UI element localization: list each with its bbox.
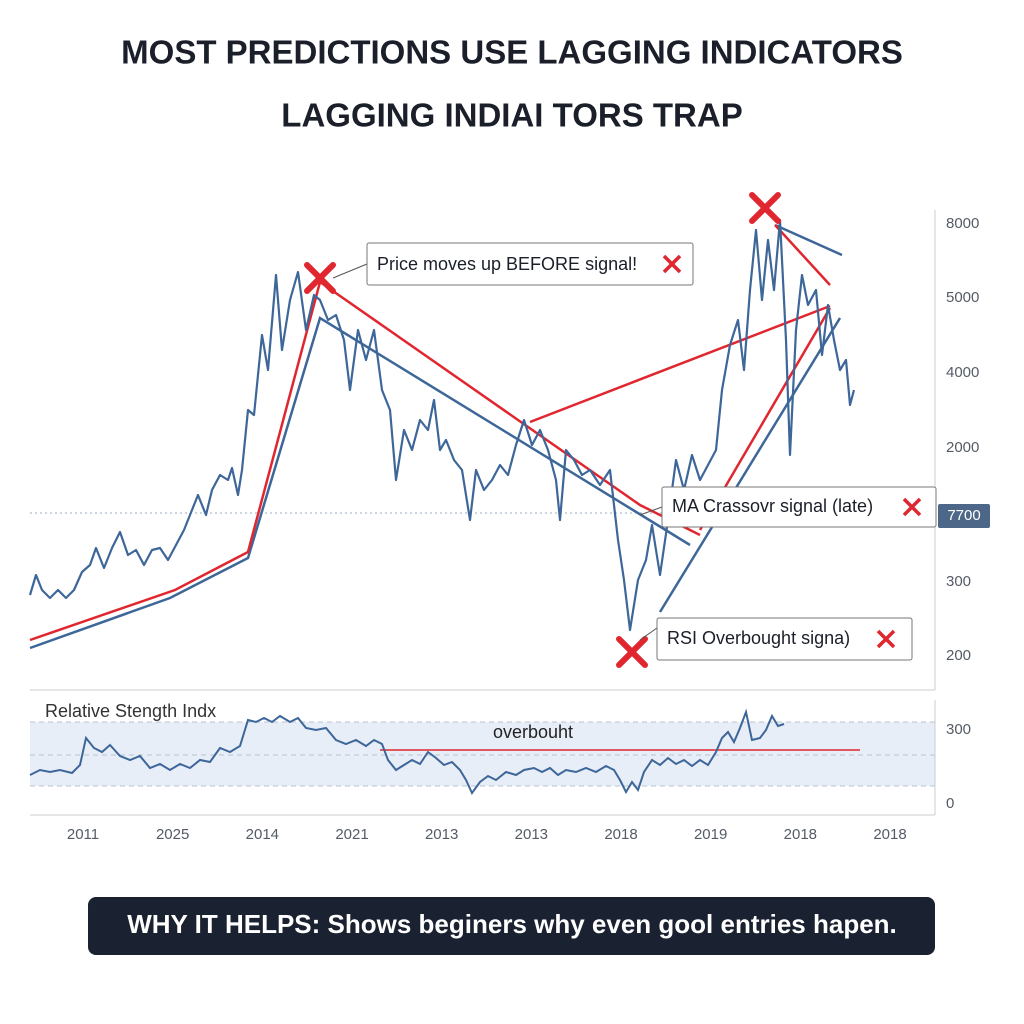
ma-line: [29, 316, 691, 650]
x-icon: [662, 254, 682, 274]
x-icon: [902, 497, 922, 517]
signal-line: [774, 224, 831, 286]
y-tick-label: 0: [946, 795, 954, 812]
y-tick-label: 300: [946, 573, 971, 590]
rsi-line: [29, 708, 785, 795]
x-tick-label: 2021: [335, 826, 368, 843]
current-value: 7700: [947, 507, 980, 524]
zone-label: overbouht: [493, 722, 573, 742]
x-tick-label: 2011: [67, 826, 99, 843]
footer-box: [88, 897, 935, 955]
callout-line: [639, 506, 663, 516]
title-line: MOST PREDICTIONS USE LAGGING INDICATORS: [121, 34, 903, 71]
x-tick-label: 2025: [156, 826, 189, 843]
y-tick-label: 2000: [946, 439, 979, 456]
signal-line: [774, 223, 843, 257]
annotation-box: [366, 242, 694, 286]
x-tick-label: 2018: [873, 826, 906, 843]
y-tick-label: 5000: [946, 289, 979, 306]
x-tick-label: 2019: [694, 826, 727, 843]
price-line: [28, 218, 856, 632]
y-tick-label: 8000: [946, 215, 979, 232]
x-tick-label: 2014: [246, 826, 279, 843]
annotation: Price moves up BEFORE signal!: [377, 254, 637, 274]
x-tick-label: 2018: [784, 826, 817, 843]
y-tick-label: 300: [946, 721, 971, 738]
annotation: RSI Overbought signa): [667, 628, 850, 648]
y-tick-label: 200: [946, 647, 971, 664]
x-tick-label: 2013: [515, 826, 548, 843]
annotation-box: [656, 617, 913, 661]
annotation-box: [661, 486, 937, 528]
rsi-band: [30, 722, 935, 786]
signal-line: [529, 304, 831, 424]
rsi-title: Relative Stength Indx: [45, 701, 216, 721]
current-value-badge: [938, 504, 990, 528]
x-marker: [304, 192, 781, 668]
ma-line: [29, 279, 701, 642]
footer-text: WHY IT HELPS: Shows beginers why even go…: [127, 909, 897, 939]
x-icon: [876, 629, 896, 649]
y-tick-label: 4000: [946, 364, 979, 381]
x-tick-label: 2018: [604, 826, 637, 843]
callout-line: [639, 627, 658, 641]
signal-line: [658, 317, 842, 613]
annotation: MA Crassovr signal (late): [672, 496, 873, 516]
x-tick-label: 2013: [425, 826, 458, 843]
callout-line: [332, 263, 368, 279]
title-line: LAGGING INDIAI TORS TRAP: [281, 97, 742, 134]
